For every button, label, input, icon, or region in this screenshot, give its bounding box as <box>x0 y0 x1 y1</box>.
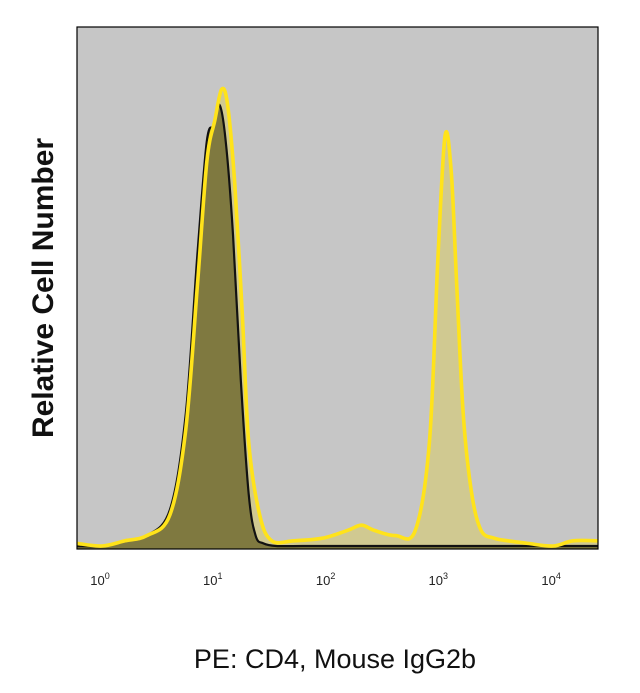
x-tick-label: 103 <box>429 571 448 588</box>
isotype-histogram-line <box>76 103 598 548</box>
x-tick-exponent: 0 <box>105 571 110 581</box>
x-tick-label: 101 <box>203 571 222 588</box>
stained-histogram-line <box>76 86 599 548</box>
plot-area <box>77 27 598 549</box>
x-tick-base: 10 <box>316 573 330 588</box>
x-tick-label: 100 <box>90 571 109 588</box>
x-tick-exponent: 3 <box>443 571 448 581</box>
x-axis-title: PE: CD4, Mouse IgG2b <box>194 644 476 674</box>
plot-frame <box>76 26 599 550</box>
x-axis-ticks: 100 101 102 103 104 <box>90 571 561 588</box>
x-tick-exponent: 2 <box>330 571 335 581</box>
y-axis-title: Relative Cell Number <box>27 138 60 438</box>
x-tick-label: 102 <box>316 571 335 588</box>
x-tick-exponent: 1 <box>218 571 223 581</box>
x-tick-base: 10 <box>541 573 555 588</box>
x-tick-base: 10 <box>429 573 443 588</box>
x-tick-base: 10 <box>203 573 217 588</box>
x-tick-exponent: 4 <box>556 571 561 581</box>
isotype-histogram-fill <box>77 104 598 550</box>
x-tick-base: 10 <box>90 573 104 588</box>
series-layer <box>76 86 599 550</box>
x-tick-label: 104 <box>541 571 560 588</box>
